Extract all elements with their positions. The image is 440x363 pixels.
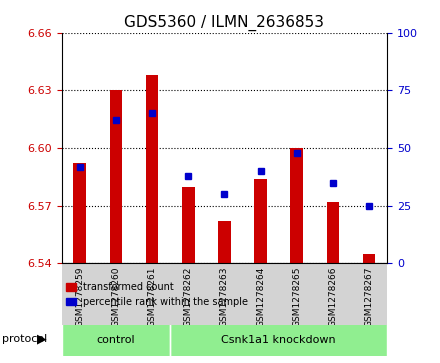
Text: protocol: protocol	[2, 334, 48, 344]
Text: GSM1278267: GSM1278267	[365, 266, 374, 327]
Text: GSM1278259: GSM1278259	[75, 266, 84, 327]
Text: GSM1278266: GSM1278266	[328, 266, 337, 327]
Bar	[146, 75, 158, 264]
Bar	[326, 202, 339, 264]
Text: Csnk1a1 knockdown: Csnk1a1 knockdown	[221, 335, 336, 345]
Bar	[218, 221, 231, 264]
Text: GSM1278260: GSM1278260	[111, 266, 121, 327]
Text: GSM1278261: GSM1278261	[147, 266, 157, 327]
Bar	[290, 148, 303, 264]
Legend: transformed count, percentile rank within the sample: transformed count, percentile rank withi…	[62, 278, 252, 311]
Bar	[254, 179, 267, 264]
Text: GSM1278264: GSM1278264	[256, 266, 265, 327]
Title: GDS5360 / ILMN_2636853: GDS5360 / ILMN_2636853	[125, 15, 324, 31]
Text: GSM1278263: GSM1278263	[220, 266, 229, 327]
Text: GSM1278265: GSM1278265	[292, 266, 301, 327]
Bar	[363, 254, 375, 264]
Text: GSM1278262: GSM1278262	[184, 266, 193, 327]
Bar	[73, 163, 86, 264]
Text: ▶: ▶	[37, 333, 47, 346]
Bar	[110, 90, 122, 264]
Text: control: control	[96, 335, 135, 345]
Bar	[182, 187, 194, 264]
